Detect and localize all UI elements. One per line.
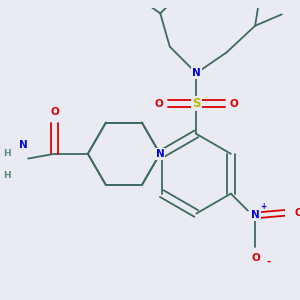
Text: H: H (3, 149, 11, 158)
Text: -: - (267, 257, 271, 267)
Text: N: N (19, 140, 28, 150)
Text: O: O (251, 253, 260, 263)
Text: H: H (3, 171, 11, 180)
Text: N: N (192, 68, 201, 78)
Text: O: O (154, 98, 163, 109)
Text: S: S (192, 97, 201, 110)
Text: O: O (295, 208, 300, 218)
Text: O: O (230, 98, 239, 109)
Text: N: N (156, 149, 164, 159)
Text: N: N (251, 210, 260, 220)
Text: +: + (260, 202, 266, 211)
Text: O: O (50, 107, 59, 117)
